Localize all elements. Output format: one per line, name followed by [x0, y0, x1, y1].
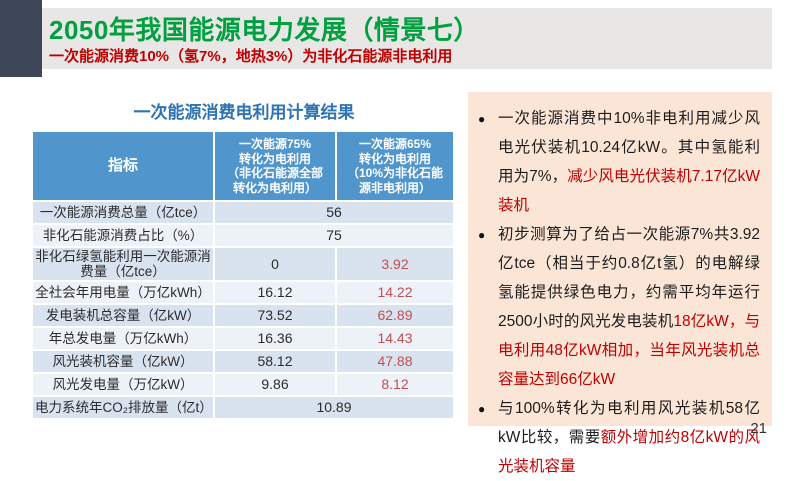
- table-cell-label: 全社会年用电量（万亿kWh）: [33, 282, 213, 303]
- table-cell-value: 47.88: [337, 351, 453, 372]
- table-cell-label: 非化石绿氢能利用一次能源消费量（亿tce）: [33, 248, 213, 280]
- bullet-icon: ●: [478, 228, 486, 242]
- bullet-item: ● 与100%转化为电利用风光装机58亿kW比较，需要额外增加约8亿kW的风光装机…: [478, 394, 760, 481]
- table-cell-label: 电力系统年CO₂排放量（亿t）: [33, 397, 213, 418]
- notes-panel: ● 一次能源消费中10%非电利用减少风电光伏装机10.24亿kW。其中氢能利用为7…: [468, 92, 772, 475]
- slide-subtitle: 一次能源消费10%（氢7%，地热3%）为非化石能源非电利用: [49, 48, 453, 65]
- table-cell-label: 风光装机容量（亿kW）: [33, 351, 213, 372]
- highlighted-text: 减少风电光伏装机7.17亿kW装机: [498, 168, 760, 214]
- table-cell-label: 发电装机总容量（亿kW）: [33, 305, 213, 326]
- table-cell-value: 10.89: [215, 397, 453, 418]
- table-cell-label: 一次能源消费总量（亿tce）: [33, 202, 213, 223]
- bullet-icon: ●: [478, 402, 486, 416]
- table-cell-value: 9.86: [215, 374, 335, 395]
- table-cell-value: 58.12: [215, 351, 335, 372]
- table-cell-value: 8.12: [337, 374, 453, 395]
- table-cell-label: 年总发电量（万亿kWh）: [33, 328, 213, 349]
- table-header-cell: 指标: [33, 132, 213, 200]
- table-header-cell: 一次能源75% 转化为电利用 （非化石能源全部 转化为电利用）: [215, 132, 335, 200]
- bullet-item: ● 一次能源消费中10%非电利用减少风电光伏装机10.24亿kW。其中氢能利用为7…: [478, 104, 760, 220]
- bullet-icon: ●: [478, 112, 486, 126]
- bullet-text: 一次能源消费中10%非电利用减少风电光伏装机10.24亿kW。其中氢能利用为7%…: [498, 104, 760, 220]
- slide: 2050年我国能源电力发展（情景七） 一次能源消费10%（氢7%，地热3%）为非…: [0, 0, 772, 475]
- table-header-cell: 一次能源65% 转化为电利用 （10%为非化石能 源非电利用）: [337, 132, 453, 200]
- highlighted-text: 18亿kW，与电利用48亿kW相加，当年风光装机总容量达到66亿kW: [498, 313, 761, 388]
- table-cell-value: 14.43: [337, 328, 453, 349]
- table-cell-label: 风光发电量（万亿kW）: [33, 374, 213, 395]
- table-title: 一次能源消费电利用计算结果: [133, 103, 355, 122]
- table-cell-value: 3.92: [337, 248, 453, 280]
- slide-title: 2050年我国能源电力发展（情景七）: [49, 15, 480, 45]
- body-text: 与100%转化为电利用风光装机58亿kW比较，需要: [498, 400, 760, 446]
- table-cell-value: 14.22: [337, 282, 453, 303]
- body-text: 一次能源消费中10%非电利用减少风电光伏装机10.24亿kW。其中氢能利用为7%…: [498, 110, 760, 185]
- table-cell-value: 56: [215, 202, 453, 223]
- table-cell-label: 非化石能源消费占比（%）: [33, 225, 213, 246]
- body-text: 初步测算为了给占一次能源7%共3.92亿tce（相当于约0.8亿t氢）的电解绿氢…: [498, 226, 760, 330]
- table-cell-value: 16.36: [215, 328, 335, 349]
- table-cell-value: 73.52: [215, 305, 335, 326]
- table-cell-value: 0: [215, 248, 335, 280]
- bullet-text: 与100%转化为电利用风光装机58亿kW比较，需要额外增加约8亿kW的风光装机容…: [498, 394, 760, 481]
- table-cell-value: 62.89: [337, 305, 453, 326]
- bullet-item: ● 初步测算为了给占一次能源7%共3.92亿tce（相当于约0.8亿t氢）的电解绿…: [478, 220, 760, 394]
- corner-accent-block: [0, 0, 42, 77]
- results-table: 指标 一次能源75% 转化为电利用 （非化石能源全部 转化为电利用） 一次能源6…: [33, 132, 457, 418]
- table-cell-value: 16.12: [215, 282, 335, 303]
- table-cell-value: 75: [215, 225, 453, 246]
- bullet-text: 初步测算为了给占一次能源7%共3.92亿tce（相当于约0.8亿t氢）的电解绿氢…: [498, 220, 760, 394]
- header-band: 2050年我国能源电力发展（情景七） 一次能源消费10%（氢7%，地热3%）为非…: [28, 8, 772, 69]
- page-number: 21: [750, 420, 767, 437]
